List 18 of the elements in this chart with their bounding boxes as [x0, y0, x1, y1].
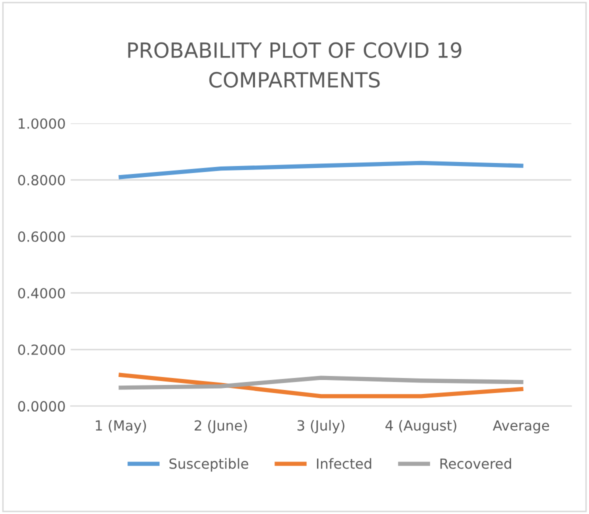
- line-series: [118, 160, 524, 180]
- x-tick-label: 2 (June): [194, 420, 247, 434]
- y-tick-label: 0.0000: [18, 401, 65, 412]
- x-tick-label: 3 (July): [298, 420, 344, 434]
- y-tick-label: 0.2000: [18, 344, 65, 355]
- chart-title: PROBABILITY PLOT OF COVID 19 COMPARTMENTS: [128, 42, 462, 88]
- line-series: [118, 376, 524, 390]
- y-tick-label: 0.4000: [18, 288, 65, 298]
- x-tick-label: Average: [492, 420, 550, 434]
- line-series: [118, 372, 524, 398]
- y-tick-label: 0.8000: [18, 174, 65, 186]
- legend-label: Infected: [316, 458, 372, 469]
- legend-label: Susceptible: [170, 458, 248, 472]
- legend-label: Recovered: [440, 458, 512, 469]
- x-tick-label: 4 (August): [385, 420, 456, 434]
- y-tick-label: 1.0000: [18, 118, 65, 129]
- x-tick-label: 1 (May): [96, 420, 146, 434]
- y-tick-label: 0.6000: [18, 231, 65, 242]
